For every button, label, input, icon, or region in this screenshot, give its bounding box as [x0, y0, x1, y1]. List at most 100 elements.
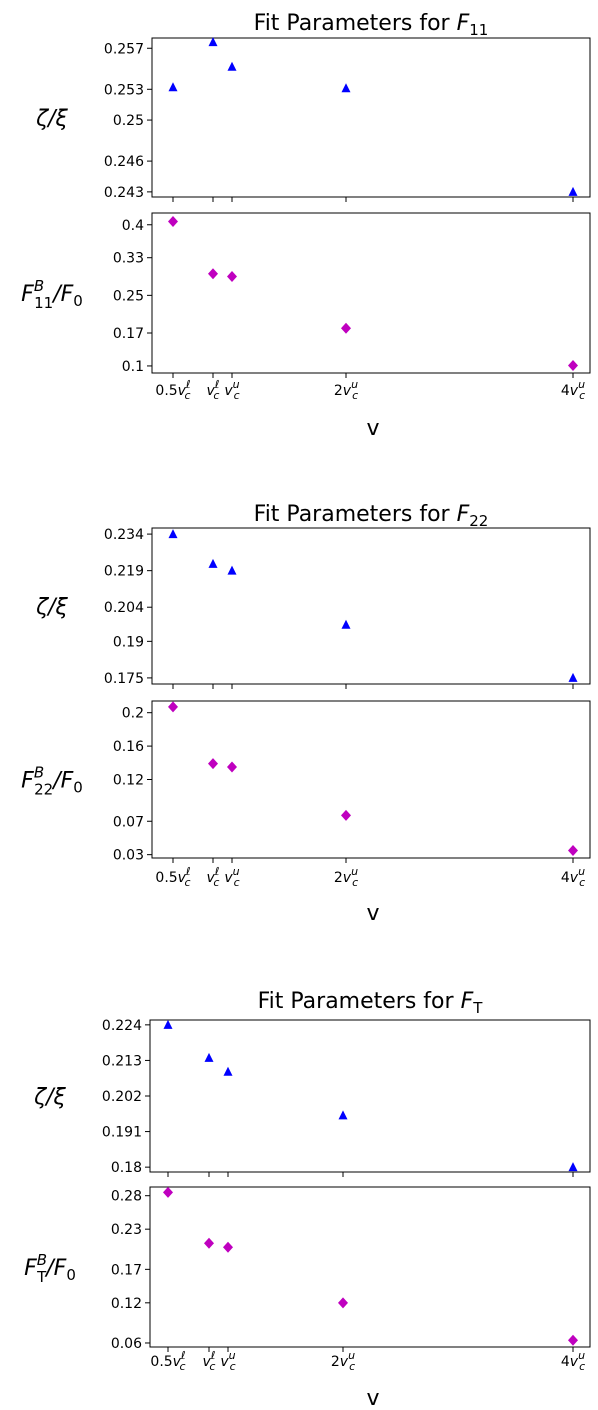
- x-tick-label: vℓ c: [207, 865, 220, 889]
- y-tick-label: 0.202: [102, 1089, 142, 1105]
- x-axis-label: v: [366, 901, 379, 926]
- chart-title: Fit Parameters for F22: [254, 502, 489, 530]
- panel-fb-f0: 0.1 0.17 0.25 0.33 0.4 FB 11/F0: [21, 212, 591, 378]
- data-point-triangle: [341, 619, 351, 629]
- y-tick-label: 0.1: [122, 359, 144, 375]
- y-tick-label: 0.213: [102, 1053, 142, 1069]
- data-point-triangle: [168, 82, 178, 92]
- data-point-diamond: [338, 1297, 348, 1309]
- x-tick-label: 4vu c: [561, 1349, 585, 1373]
- y-axis-label: ζ/ξ: [35, 595, 68, 620]
- y-tick-label: 0.12: [113, 773, 144, 789]
- panel-zeta-xi: 0.175 0.19 0.204 0.219 0.234 ζ/ξ: [35, 527, 591, 689]
- y-axis-label: FB 22/F0: [21, 764, 83, 799]
- y-tick-label: 0.12: [111, 1296, 142, 1312]
- data-point-diamond: [227, 271, 237, 283]
- data-point-diamond: [163, 1186, 173, 1198]
- axes-frame: [149, 1019, 591, 1173]
- data-point-triangle: [227, 61, 237, 71]
- data-point-triangle: [341, 83, 351, 93]
- x-tick-label: vu c: [224, 378, 239, 402]
- data-point-triangle: [338, 1110, 348, 1120]
- panel-fb-f0: 0.03 0.07 0.12 0.16 0.2 FB 22/F0: [21, 700, 591, 864]
- y-tick-label: 0.219: [104, 564, 144, 580]
- axes-frame: [151, 212, 591, 374]
- y-tick-label: 0.191: [102, 1125, 142, 1141]
- y-tick-label: 0.2: [122, 706, 144, 722]
- y-tick-label: 0.17: [113, 326, 144, 342]
- x-axis-label: v: [366, 1386, 379, 1410]
- x-tick-label: 0.5vℓ c: [155, 865, 190, 889]
- x-tick-label: vℓ c: [207, 378, 220, 402]
- axes-frame: [151, 37, 591, 198]
- panel-fb-f0: 0.06 0.12 0.17 0.23 0.28 FB T/F0: [24, 1186, 591, 1352]
- data-point-triangle: [208, 37, 218, 47]
- y-tick-label: 0.246: [104, 154, 144, 170]
- y-tick-label: 0.33: [113, 251, 144, 267]
- y-axis-label: ζ/ξ: [35, 107, 68, 132]
- x-tick-label: vu c: [224, 865, 239, 889]
- x-tick-label: 4vu c: [561, 378, 585, 402]
- data-point-diamond: [568, 844, 578, 856]
- data-point-triangle: [163, 1019, 173, 1029]
- data-point-triangle: [568, 672, 578, 682]
- axes-frame: [151, 527, 591, 685]
- x-tick-label: 0.5vℓ c: [150, 1349, 185, 1373]
- y-tick-label: 0.23: [111, 1222, 142, 1238]
- data-point-diamond: [227, 761, 237, 773]
- data-point-diamond: [168, 215, 178, 227]
- x-tick-label: vu c: [220, 1349, 235, 1373]
- data-point-diamond: [568, 1334, 578, 1346]
- x-tick-label: 2vu c: [334, 378, 358, 402]
- data-point-triangle: [568, 186, 578, 196]
- y-tick-label: 0.19: [113, 634, 144, 650]
- y-axis-label: FB T/F0: [24, 1251, 76, 1286]
- data-point-triangle: [168, 529, 178, 539]
- y-tick-label: 0.243: [104, 185, 144, 201]
- data-point-diamond: [223, 1241, 233, 1253]
- x-tick-label: 2vu c: [334, 865, 358, 889]
- data-point-triangle: [208, 558, 218, 568]
- y-tick-label: 0.06: [111, 1336, 142, 1352]
- y-tick-label: 0.253: [104, 82, 144, 98]
- y-axis-label: ζ/ξ: [33, 1085, 66, 1110]
- chart-title: Fit Parameters for F11: [254, 11, 489, 39]
- data-point-diamond: [568, 359, 578, 371]
- y-tick-label: 0.224: [102, 1018, 142, 1034]
- data-point-diamond: [168, 701, 178, 713]
- y-tick-label: 0.16: [113, 739, 144, 755]
- data-point-triangle: [568, 1162, 578, 1172]
- y-tick-label: 0.257: [104, 41, 144, 57]
- data-point-diamond: [341, 322, 351, 334]
- x-tick-label: 4vu c: [561, 865, 585, 889]
- chart-1: Fit Parameters for F11 0.243 0.246 0.25 0.25…: [21, 11, 591, 441]
- panel-zeta-xi: 0.243 0.246 0.25 0.253 0.257 ζ/ξ: [35, 37, 591, 202]
- data-point-diamond: [341, 809, 351, 821]
- y-tick-label: 0.28: [111, 1189, 142, 1205]
- x-axis-label: v: [366, 416, 379, 441]
- x-tick-label: 0.5vℓ c: [155, 378, 190, 402]
- y-tick-label: 0.25: [113, 288, 144, 304]
- x-tick-label: vℓ c: [203, 1349, 216, 1373]
- y-tick-label: 0.17: [111, 1262, 142, 1278]
- chart-title: Fit Parameters for FT: [258, 989, 484, 1017]
- y-tick-label: 0.234: [104, 527, 144, 543]
- data-point-triangle: [227, 565, 237, 575]
- y-tick-label: 0.07: [113, 814, 144, 830]
- data-point-diamond: [208, 758, 218, 770]
- chart-2: Fit Parameters for F22 0.175 0.19 0.204 0.21…: [21, 502, 591, 926]
- y-tick-label: 0.18: [111, 1160, 142, 1176]
- axes-frame: [149, 1186, 591, 1348]
- x-tick-label: 2vu c: [331, 1349, 355, 1373]
- y-tick-label: 0.204: [104, 600, 144, 616]
- data-point-triangle: [204, 1052, 214, 1062]
- data-point-diamond: [208, 268, 218, 280]
- panel-zeta-xi: 0.18 0.191 0.202 0.213 0.224 ζ/ξ: [33, 1018, 591, 1177]
- data-point-triangle: [223, 1066, 233, 1076]
- y-tick-label: 0.25: [113, 113, 144, 129]
- y-tick-label: 0.4: [122, 218, 144, 234]
- data-point-diamond: [204, 1237, 214, 1249]
- y-axis-label: FB 11/F0: [21, 277, 83, 312]
- y-tick-label: 0.175: [104, 671, 144, 687]
